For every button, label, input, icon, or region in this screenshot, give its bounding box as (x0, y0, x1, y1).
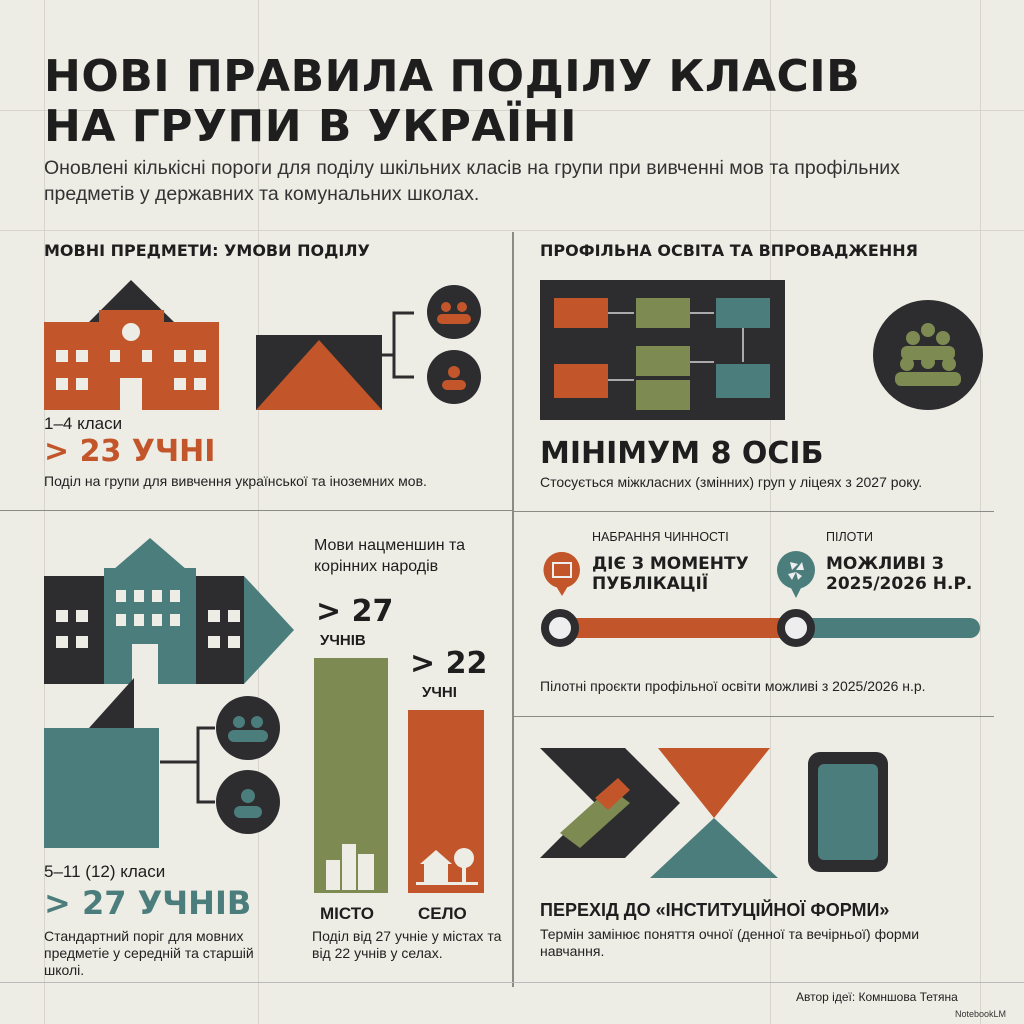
language-heading: МОВНІ ПРЕДМЕТИ: УМОВИ ПОДІЛУ (44, 241, 370, 260)
group-icon (873, 300, 983, 410)
village-unit: УЧНІ (422, 684, 457, 701)
primary-threshold: > 23 УЧНІ (44, 434, 216, 469)
timeline-value-1: ДІЄ З МОМЕНТУ ПУБЛІКАЦІЇ (592, 554, 749, 594)
grid-line (980, 0, 981, 1024)
institutional-note: Термін замінює поняття очної (денної та … (540, 926, 920, 959)
timeline-segment-past (560, 618, 790, 638)
timeline-segment-future (796, 618, 980, 638)
secondary-school-icon (44, 538, 294, 848)
village-icon (416, 848, 478, 885)
profile-heading: ПРОФІЛЬНА ОСВІТА ТА ВПРОВАДЖЕННЯ (540, 241, 918, 260)
title-line: НОВІ ПРАВИЛА ПОДІЛУ КЛАСІВ (44, 51, 861, 102)
split-diagram-icon (160, 696, 280, 834)
grid-line (0, 230, 1024, 231)
timeline-value-2: МОЖЛИВІ З 2025/2026 Н.Р. (826, 554, 973, 594)
title-line: НА ГРУПИ В УКРАЇНІ (44, 101, 577, 152)
institutional-heading: ПЕРЕХІД ДО «ІНСТИТУЦІЙНОЇ ФОРМИ» (540, 900, 890, 920)
section-divider (514, 716, 994, 717)
city-value: > 27 (316, 594, 394, 629)
grid-line (44, 0, 45, 1024)
section-divider (512, 232, 514, 987)
split-diagram-icon (256, 285, 481, 410)
minorities-heading: Мови нацменшин та корінних народів (314, 537, 466, 575)
timeline-label-2: ПІЛОТИ (826, 530, 874, 544)
city-label: МІСТО (320, 904, 374, 923)
timeline (541, 551, 980, 647)
minorities-note: Поділ від 27 учніе у містах та від 22 уч… (312, 928, 502, 961)
primary-grades: 1–4 класи (44, 414, 123, 433)
grid-line (258, 0, 259, 1024)
page-subtitle: Оновлені кількісні пороги для поділу шкі… (44, 157, 900, 205)
minimum-value: МІНІМУМ 8 ОСІБ (540, 436, 824, 471)
secondary-note: Стандартний поріг для мовних предметіе у… (44, 928, 254, 978)
watermark: NotebookLM (955, 1009, 1007, 1019)
flow-diagram-icon (540, 280, 785, 420)
secondary-grades: 5–11 (12) класи (44, 862, 166, 881)
institutional-form-icon (540, 748, 888, 878)
school-building-icon (44, 280, 219, 410)
grid-line (770, 0, 771, 1024)
city-unit: УЧНІВ (320, 632, 366, 649)
secondary-threshold: > 27 УЧНІВ (44, 884, 252, 922)
timeline-label-1: НАБРАННЯ ЧИННОСТІ (592, 530, 729, 544)
section-divider (0, 982, 1024, 983)
village-value: > 22 (410, 646, 488, 681)
section-divider (514, 511, 994, 512)
grid-line (0, 110, 1024, 111)
minimum-note: Стосується міжкласних (змінних) груп у л… (540, 474, 923, 490)
city-icon (326, 844, 374, 890)
book-icon (544, 552, 580, 588)
village-label: СЕЛО (418, 904, 467, 923)
section-divider (0, 510, 512, 511)
author-credit: Автор ідеї: Комншова Тетяна (796, 990, 958, 1004)
page-title: НОВІ ПРАВИЛА ПОДІЛУ КЛАСІВ НА ГРУПИ В УКР… (44, 52, 860, 152)
primary-note: Поділ на групи для вивчення української … (44, 473, 427, 489)
timeline-note: Пілотні проєкти профільної освіти можлив… (540, 678, 926, 694)
